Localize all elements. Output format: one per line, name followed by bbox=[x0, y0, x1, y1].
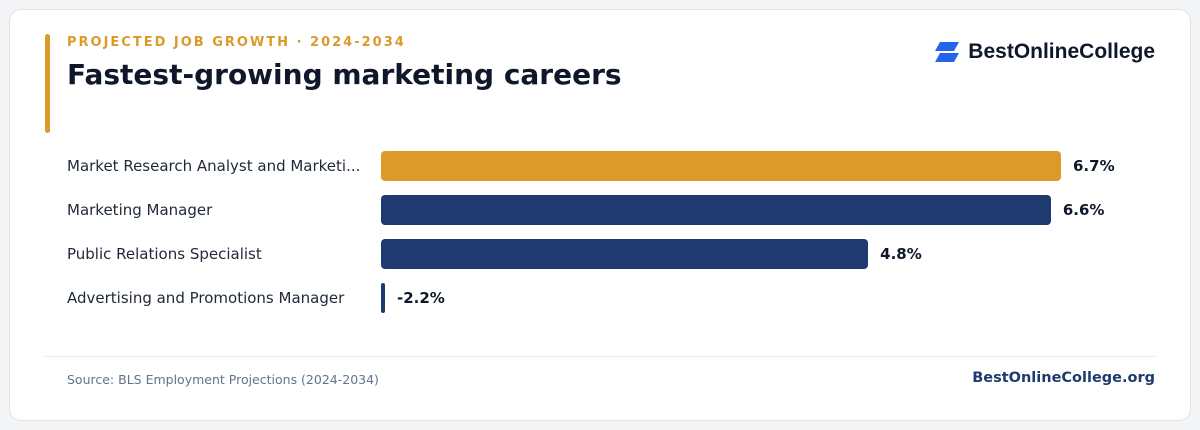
chart-title: Fastest-growing marketing careers bbox=[67, 58, 622, 91]
title-accent-bar bbox=[45, 34, 50, 133]
site-link[interactable]: BestOnlineCollege.org bbox=[972, 370, 1155, 386]
bar-category-label: Marketing Manager bbox=[67, 201, 213, 219]
brand-logo[interactable]: BestOnlineCollege bbox=[934, 40, 1155, 64]
chart-card: PROJECTED JOB GROWTH · 2024-2034 Fastest… bbox=[9, 9, 1191, 421]
footer-divider bbox=[45, 356, 1155, 357]
bar-value-label: 6.7% bbox=[1073, 157, 1115, 175]
brand-logo-icon bbox=[935, 42, 960, 62]
bar-mark bbox=[381, 239, 869, 269]
bar-mark bbox=[381, 195, 1051, 225]
brand-name: BestOnlineCollege bbox=[968, 40, 1155, 63]
bar-chart: Market Research Analyst and Marketi... 6.… bbox=[10, 10, 1192, 422]
bar-category-label: Advertising and Promotions Manager bbox=[67, 289, 345, 307]
source-note: Source: BLS Employment Projections (2024… bbox=[67, 372, 379, 387]
bar-category-label: Public Relations Specialist bbox=[67, 245, 262, 263]
bar-mark bbox=[381, 151, 1061, 181]
bar-value-label: 6.6% bbox=[1062, 201, 1105, 219]
bar-category-label: Market Research Analyst and Marketi... bbox=[67, 157, 361, 175]
eyebrow-label: PROJECTED JOB GROWTH · 2024-2034 bbox=[67, 35, 406, 50]
bar-value-label: 4.8% bbox=[880, 245, 922, 263]
bar-mark bbox=[381, 283, 385, 313]
bar-value-label: -2.2% bbox=[397, 289, 445, 307]
